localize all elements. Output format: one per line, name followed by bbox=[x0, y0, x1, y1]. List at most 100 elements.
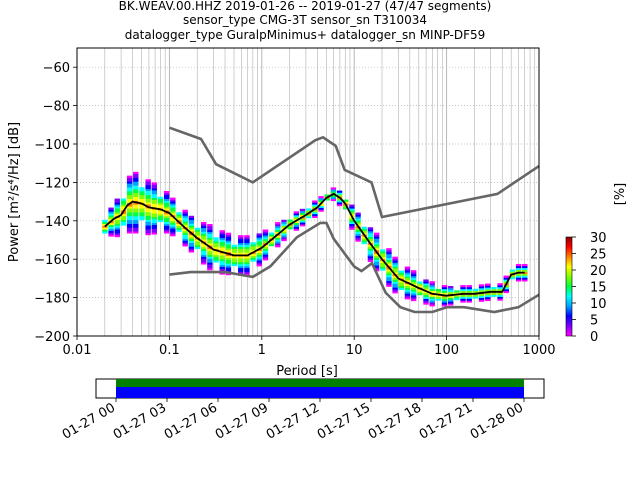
pdf-cell bbox=[392, 260, 398, 263]
pdf-cell bbox=[367, 236, 374, 240]
pdf-cell bbox=[392, 289, 398, 292]
pdf-cell bbox=[299, 224, 306, 227]
pdf-cell bbox=[133, 175, 139, 178]
pdf-cell bbox=[133, 214, 139, 217]
pdf-cell bbox=[373, 236, 380, 239]
pdf-cell bbox=[380, 260, 386, 264]
pdf-cell bbox=[238, 244, 244, 247]
pdf-cell bbox=[120, 211, 127, 215]
pdf-cell bbox=[441, 300, 448, 303]
pdf-cell bbox=[262, 246, 269, 249]
pdf-cell bbox=[429, 304, 435, 307]
pdf-cell bbox=[170, 216, 176, 219]
pdf-cell bbox=[213, 237, 219, 240]
pdf-cell bbox=[373, 255, 380, 258]
pdf-cell bbox=[238, 235, 244, 238]
pdf-cell bbox=[466, 296, 472, 299]
pdf-cell bbox=[201, 258, 207, 261]
pdf-cell bbox=[423, 285, 429, 288]
pdf-cell bbox=[373, 257, 380, 260]
pdf-cell bbox=[126, 223, 133, 226]
pdf-cell bbox=[417, 289, 423, 292]
pdf-cell bbox=[194, 239, 201, 242]
pdf-cell bbox=[404, 268, 411, 271]
pdf-cell bbox=[355, 218, 361, 221]
high-noise-model-line bbox=[168, 126, 540, 219]
pdf-cell bbox=[225, 238, 232, 241]
pdf-cell bbox=[244, 250, 250, 253]
pdf-cell bbox=[157, 219, 164, 223]
pdf-cell bbox=[367, 259, 374, 263]
pdf-cell bbox=[330, 191, 337, 194]
pdf-cell bbox=[522, 269, 528, 272]
pdf-cell bbox=[108, 215, 114, 218]
pdf-cell bbox=[343, 201, 349, 204]
pdf-cell bbox=[120, 213, 127, 217]
pdf-cell bbox=[355, 220, 361, 223]
pdf-cell bbox=[503, 285, 509, 288]
pdf-cell bbox=[188, 217, 195, 220]
pdf-cell bbox=[447, 297, 454, 300]
pdf-cell bbox=[145, 221, 151, 224]
pdf-cell bbox=[491, 287, 497, 290]
pdf-cell bbox=[398, 272, 404, 275]
pdf-cell bbox=[126, 225, 133, 228]
pdf-cell bbox=[256, 244, 262, 248]
pdf-cell bbox=[213, 239, 219, 242]
pdf-cell bbox=[207, 252, 213, 255]
pdf-cell bbox=[299, 214, 306, 217]
pdf-cell bbox=[219, 255, 225, 258]
timeline-tick-label: 01-27 00 bbox=[60, 400, 118, 442]
pdf-cell bbox=[355, 231, 361, 234]
pdf-cell bbox=[126, 206, 133, 209]
pdf-cell bbox=[485, 295, 491, 298]
pdf-cell bbox=[182, 217, 188, 220]
pdf-cell bbox=[392, 291, 398, 294]
pdf-cell bbox=[219, 257, 225, 260]
pdf-cell bbox=[404, 293, 411, 296]
pdf-cell bbox=[114, 229, 120, 232]
pdf-cell bbox=[262, 254, 269, 257]
pdf-cell bbox=[392, 285, 398, 288]
pdf-cell bbox=[250, 257, 256, 260]
pdf-cell bbox=[163, 198, 170, 201]
pdf-cell bbox=[491, 288, 497, 292]
pdf-cell bbox=[120, 217, 127, 220]
pdf-cell bbox=[423, 292, 429, 296]
pdf-cell bbox=[145, 229, 151, 232]
pdf-cell bbox=[435, 296, 442, 299]
pdf-cell bbox=[231, 256, 238, 259]
pdf-cell bbox=[423, 287, 429, 290]
pdf-cell bbox=[515, 263, 522, 267]
pdf-cell bbox=[361, 230, 367, 233]
pdf-cell bbox=[466, 300, 472, 303]
pdf-cell bbox=[225, 236, 232, 239]
pdf-cell bbox=[522, 277, 528, 280]
pdf-cell bbox=[133, 231, 139, 234]
pdf-cell bbox=[139, 191, 145, 194]
pdf-cell bbox=[219, 272, 225, 275]
pdf-cell bbox=[386, 275, 392, 278]
pdf-cell bbox=[244, 235, 250, 238]
pdf-cell bbox=[367, 256, 374, 259]
pdf-cell bbox=[373, 242, 380, 245]
pdf-cell bbox=[139, 208, 145, 211]
pdf-cell bbox=[126, 229, 133, 232]
pdf-cell bbox=[361, 228, 367, 231]
pdf-cell bbox=[281, 221, 287, 224]
pdf-cell bbox=[262, 252, 269, 255]
pdf-cell bbox=[231, 252, 238, 255]
pdf-cell bbox=[207, 264, 213, 267]
pdf-cell bbox=[238, 239, 244, 242]
pdf-cell bbox=[386, 248, 392, 251]
pdf-cell bbox=[219, 234, 225, 237]
pdf-cell bbox=[417, 285, 423, 288]
pdf-cell bbox=[126, 196, 133, 199]
pdf-cell bbox=[238, 265, 244, 269]
pdf-cell bbox=[472, 288, 479, 292]
pdf-cell bbox=[238, 252, 244, 255]
pdf-cell bbox=[478, 290, 485, 293]
pdf-cell bbox=[207, 268, 213, 271]
pdf-cell bbox=[386, 261, 392, 264]
pdf-cell bbox=[293, 228, 300, 231]
